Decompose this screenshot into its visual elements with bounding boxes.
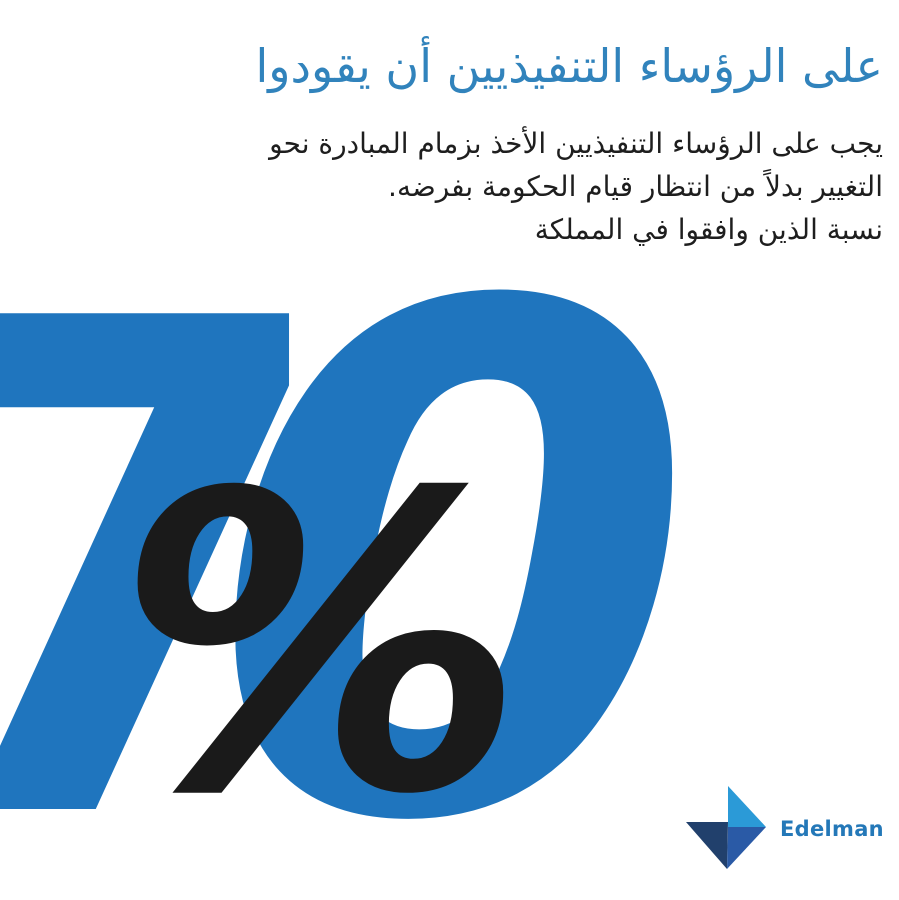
edelman-mark-navy-triangle-icon xyxy=(686,822,728,869)
edelman-logo-mark-icon xyxy=(686,786,766,869)
body-line-1: يجب على الرؤساء التنفيذيين الأخذ بزمام ا… xyxy=(269,127,883,160)
body-line-2: التغيير بدلاً من انتظار قيام الحكومة بفر… xyxy=(388,170,883,203)
edelman-mark-lightblue-triangle-icon xyxy=(728,786,766,827)
stat-digit-tens: 7 xyxy=(0,179,344,900)
headline: على الرؤساء التنفيذيين أن يقودوا xyxy=(255,39,883,93)
percent-symbol: % xyxy=(115,406,526,884)
metric-label: نسبة الذين وافقوا في المملكة xyxy=(534,213,883,246)
edelman-wordmark: Edelman xyxy=(780,817,884,841)
stat-digit-ones: 0 xyxy=(210,160,698,900)
body-text: يجب على الرؤساء التنفيذيين الأخذ بزمام ا… xyxy=(269,122,883,251)
edelman-mark-royal-triangle-icon xyxy=(727,827,766,869)
